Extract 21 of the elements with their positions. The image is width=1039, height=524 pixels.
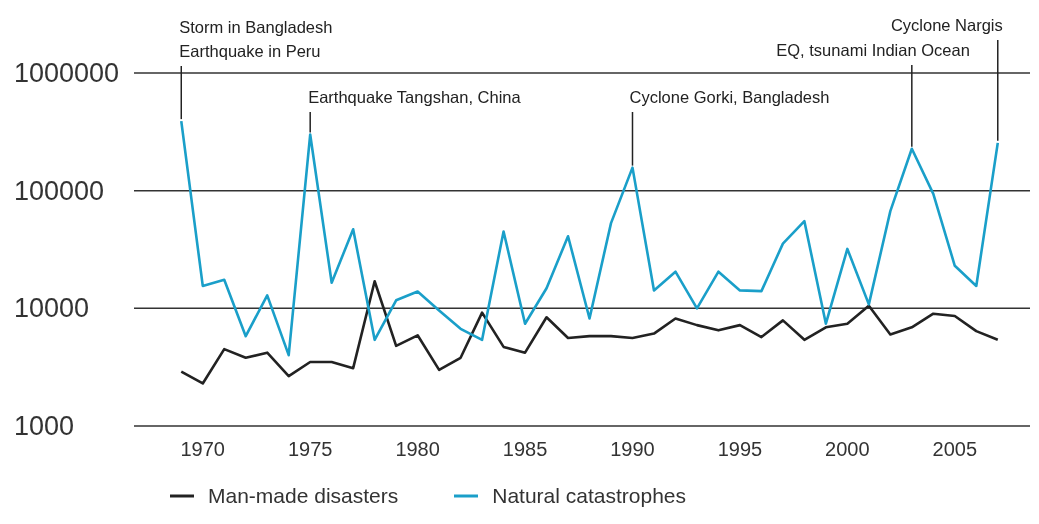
annotation: Earthquake Tangshan, China	[308, 87, 522, 106]
x-tick-label: 1990	[610, 438, 655, 461]
legend-label: Natural catastrophes	[492, 484, 687, 508]
annotation: Cyclone Nargis	[890, 15, 1003, 34]
y-tick-label: 1000	[14, 411, 75, 441]
line-series	[179, 279, 1000, 385]
legend-label: Man-made disasters	[208, 484, 399, 508]
annotation: EQ, tsunami Indian Ocean	[776, 40, 970, 59]
x-tick-label: 1975	[287, 438, 333, 461]
x-tick-label: 1970	[180, 438, 226, 461]
x-tick-label: 1995	[717, 438, 763, 461]
x-tick-label: 1985	[502, 438, 548, 461]
x-tick-label: 1980	[395, 438, 440, 461]
x-tick-label: 2005	[932, 438, 978, 461]
annotation: Storm in Bangladesh Earthquake in Peru	[179, 17, 333, 60]
x-tick-label: 2000	[825, 438, 870, 461]
y-tick-label: 100000	[14, 175, 105, 206]
y-tick-label: 10000	[14, 293, 90, 324]
annotation: Cyclone Gorki, Bangladesh	[629, 87, 830, 106]
line-series	[179, 119, 1000, 357]
y-tick-label: 1000000	[14, 58, 120, 88]
